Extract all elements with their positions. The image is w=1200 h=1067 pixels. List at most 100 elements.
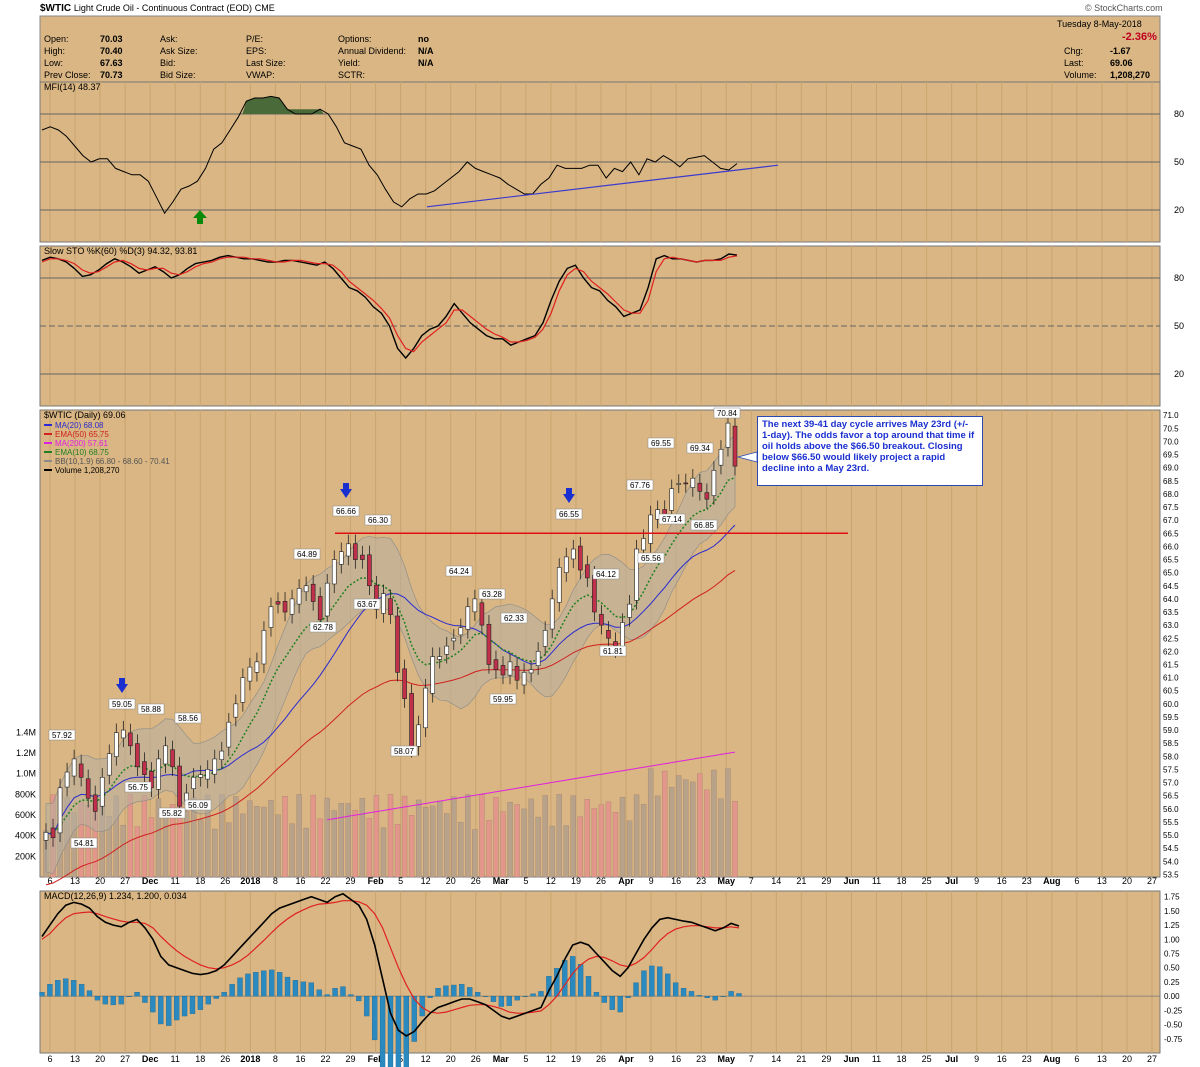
x-tick-label: Aug [1043,1054,1061,1064]
candle-body [472,598,478,613]
level-label-box [174,712,202,724]
x-tick-label: Apr [618,1054,634,1064]
summary-value: -1.67 [1110,46,1131,56]
candle-body [458,627,464,636]
x-tick-label: 11 [171,876,180,886]
level-label-box [445,565,473,577]
price-tick-label: 58.0 [1163,752,1179,761]
mfi-tick-label: 50 [1174,157,1184,167]
macd-histogram-bar [435,988,441,997]
level-label: 62.78 [313,623,334,632]
macd-histogram-bar [142,996,148,1003]
volume-bar [127,794,134,878]
volume-tick-label: 800K [15,789,36,799]
volume-bar [556,794,562,878]
x-tick-label: 11 [872,876,881,886]
macd-histogram-bar [720,996,726,997]
volume-bar [619,797,626,878]
candle-body [170,749,175,768]
candle-body [690,477,696,488]
level-label: 66.85 [694,521,715,530]
macd-histogram-bar [229,984,235,997]
price-tick-label: 60.5 [1163,687,1179,696]
candle-body [676,483,682,485]
volume-bar [676,775,682,878]
macd-histogram-bar [300,981,307,997]
level-label: 55.82 [162,809,183,818]
volume-bar [528,798,534,878]
macd-histogram-bar [451,984,457,997]
candle-body [353,543,358,560]
x-tick-label: 16 [997,876,1007,886]
volume-bar [591,808,598,878]
volume-bar [633,794,640,878]
price-tick-label: 58.5 [1163,739,1179,748]
volume-bar [148,817,155,878]
price-tick-label: 62.5 [1163,634,1179,643]
candle-body [198,774,203,778]
candle-body [451,637,457,642]
mfi-title: MFI(14) 48.37 [44,82,101,92]
macd-histogram-bar [364,996,370,1017]
price-tick-label: 61.5 [1163,660,1179,669]
volume-bar [655,795,661,878]
macd-histogram-bar [372,996,378,1041]
macd-histogram-bar [150,996,156,1013]
down-arrow-icon [563,494,575,503]
volume-bar [472,829,478,878]
volume-bar [697,773,703,878]
level-label: 56.09 [188,801,209,810]
x-tick-label: Aug [1043,876,1061,886]
candle-body [268,606,274,628]
volume-bar [718,798,724,878]
x-tick-label: 26 [596,876,606,886]
macd-histogram-bar [197,996,204,1010]
x-tick-label: 18 [195,1054,205,1064]
x-tick-label: 6 [1074,1054,1079,1064]
candle-body [142,761,147,775]
x-tick-label: 23 [1022,876,1032,886]
x-tick-label: 29 [821,876,831,886]
macd-histogram-bar [585,976,592,997]
volume-tick-label: 1.0M [16,769,36,779]
x-tick-label: 16 [671,876,681,886]
x-tick-label: 13 [70,1054,80,1064]
volume-bar [521,808,527,878]
macd-histogram-bar [728,991,734,997]
price-tick-label: 55.0 [1163,831,1179,840]
macd-histogram-bar [39,992,45,997]
candle-body [521,672,527,686]
candle-body [430,656,435,694]
level-label-box [592,568,620,580]
x-tick-label: May [717,1054,735,1064]
volume-tick-label: 200K [15,851,36,861]
candle-body [585,564,590,579]
level-label-box [309,621,337,633]
level-label: 57.92 [52,731,73,740]
price-title: $WTIC (Daily) 69.06 [44,410,126,420]
volume-bar [584,799,591,878]
x-tick-label: 5 [398,876,403,886]
candle-body [641,538,646,551]
volume-bar [577,816,583,878]
volume-tick-label: 600K [15,810,36,820]
level-label: 64.89 [297,550,318,559]
x-tick-label: 12 [421,876,431,886]
sto-title: Slow STO %K(60) %D(3) 94.32, 93.81 [44,246,197,256]
x-tick-label: 18 [897,1054,907,1064]
x-tick-label: 23 [696,1054,706,1064]
x-tick-label: 20 [446,1054,456,1064]
candle-body [479,602,485,626]
candle-body [303,585,309,593]
macd-tick-label: -0.75 [1164,1035,1183,1044]
candle-body [43,832,49,841]
candle-body [437,656,443,660]
macd-histogram-bar [657,966,663,997]
summary-label: Last: [1064,58,1084,68]
x-tick-label: 11 [872,1054,881,1064]
quote-label: Open: [44,34,69,44]
macd-histogram-bar [379,996,386,1067]
candle-body [317,596,323,621]
quote-label: Bid Size: [160,70,196,80]
volume-bar [387,794,394,878]
